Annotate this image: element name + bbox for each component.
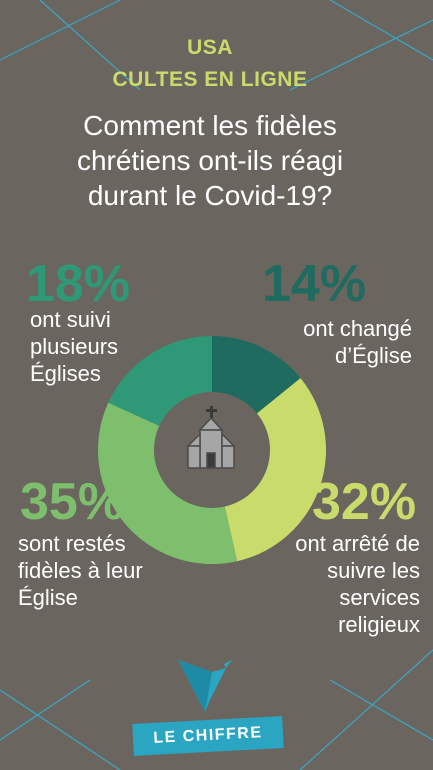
kicker: CULTES EN LIGNE [112,68,308,91]
donut-slice [224,378,326,562]
logo [178,660,232,712]
category-label: ont changé d’Église [303,316,412,368]
title: Comment les fidèles chrétiens ont-ils ré… [76,110,344,211]
value-label: 32% [312,473,417,531]
kicker: USA [187,36,233,59]
category-label: ont arrêté de suivre les services religi… [295,531,420,637]
value-label: 35% [20,473,125,531]
donut-slice [108,336,212,426]
category-label: ont suivi plusieurs Églises [30,307,119,386]
value-label: 14% [262,255,367,313]
donut-slice [212,336,301,414]
value-label: 18% [26,255,131,313]
church-icon [186,406,236,469]
category-label: sont restés fidèles à leur Église [18,531,143,610]
donut-slice [98,402,238,564]
donut [98,336,326,564]
